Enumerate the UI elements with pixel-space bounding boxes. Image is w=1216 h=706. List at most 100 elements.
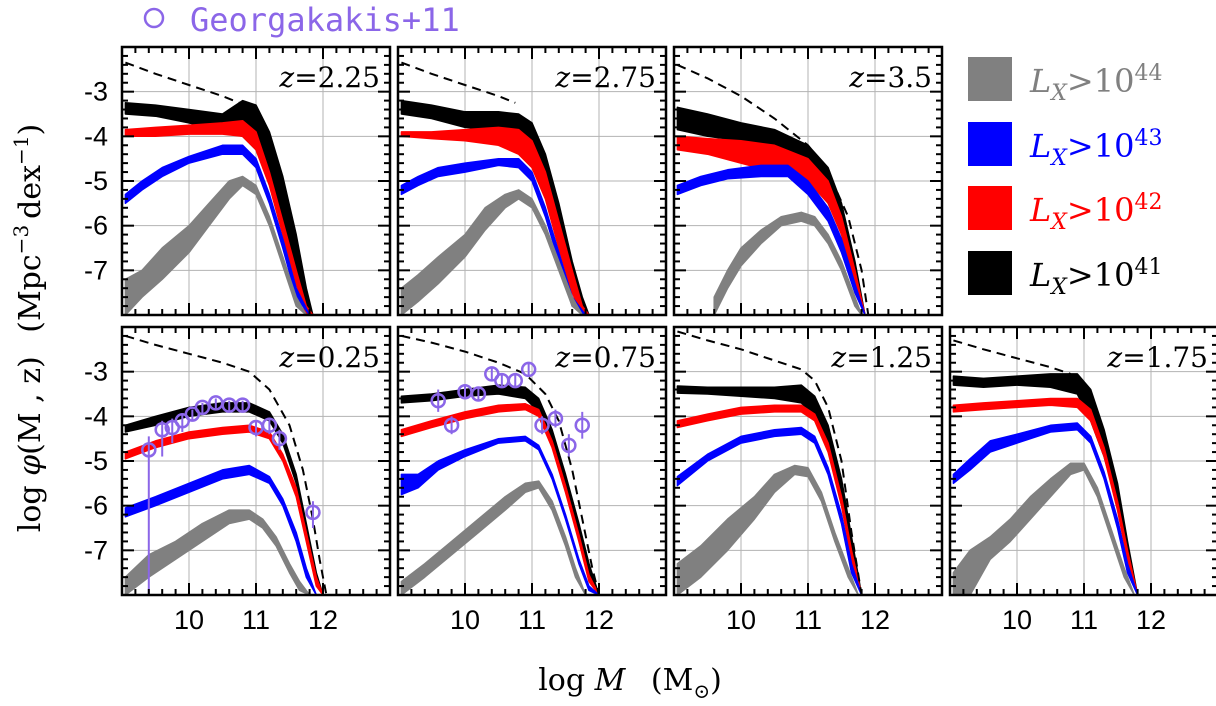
panel-redshift-label: z=2.25: [278, 61, 380, 94]
redshift-var: z: [278, 341, 294, 374]
panel-1.75: z=1.75 10 11 12: [948, 325, 1216, 635]
redshift-value: =1.75: [1122, 341, 1208, 374]
y-axis-title-exp1: −3: [9, 225, 33, 254]
x-tick-label: 12: [584, 605, 614, 635]
legend-rest: >10: [1067, 191, 1135, 229]
data-point: [271, 430, 288, 447]
legend-rest: >10: [1067, 256, 1135, 294]
panel-plot-area: [400, 334, 600, 595]
y-tick-label: -7: [84, 535, 108, 565]
dashed-reference-curve: [677, 330, 863, 595]
svg-text:LX>1043: LX>1043: [1029, 126, 1162, 171]
panel-1.25: z=1.25 10 11 12: [672, 325, 944, 635]
data-point: [261, 417, 278, 434]
panel-plot-area: [952, 339, 1139, 595]
panel-grid-lines: [950, 327, 1216, 595]
panel-plot-area: [676, 63, 870, 315]
redshift-var: z: [830, 341, 846, 374]
reference-text: Georgakakis+11: [190, 1, 460, 39]
band-red: [400, 403, 600, 595]
y-tick-label: -3: [84, 77, 108, 107]
panel-ticks: [674, 327, 942, 595]
redshift-var: z: [554, 341, 570, 374]
dashed-reference-curve: [125, 61, 240, 104]
data-point: [561, 437, 577, 454]
y-axis-title-phi: φ: [13, 455, 48, 476]
legend-sub: X: [1049, 146, 1068, 171]
legend-item-lx42: LX>1042: [968, 186, 1162, 235]
data-point: [430, 392, 446, 409]
band-gray: [713, 211, 863, 315]
legend-sub: X: [1049, 275, 1068, 300]
x-tick-label: 11: [794, 605, 822, 635]
legend-var: L: [1029, 127, 1051, 165]
x-axis-title-unit: (M: [651, 663, 693, 698]
reference-label: Georgakakis+11: [143, 1, 460, 39]
data-point: [520, 361, 537, 378]
panel-plot-area: [676, 330, 863, 595]
legend-var: L: [1029, 62, 1051, 100]
panel-plot-area: [400, 61, 590, 315]
data-point: [194, 399, 211, 416]
y-axis-title-close: ): [13, 124, 48, 136]
x-axis-title: log M (M⊙): [538, 663, 722, 703]
dashed-reference-curve: [401, 334, 600, 595]
panel-redshift-label: z=3.5: [848, 61, 932, 94]
y-tick-label: -4: [84, 121, 108, 151]
redshift-value: =3.5: [864, 61, 932, 94]
redshift-var: z: [1106, 341, 1122, 374]
data-point: [305, 504, 321, 521]
x-tick-label: 11: [1070, 605, 1098, 635]
georgakakis-points: [430, 361, 590, 457]
legend-swatch-blue: [968, 122, 1012, 166]
dashed-reference-curve: [676, 63, 870, 315]
band-blue: [124, 144, 311, 315]
band-gray: [400, 189, 584, 315]
x-axis-title-prefix: log: [538, 663, 585, 698]
svg-text:LX>1044: LX>1044: [1029, 61, 1162, 106]
y-axis-title-units: (Mpc: [13, 254, 48, 332]
panel-ticks: [398, 327, 666, 595]
legend-rest: >10: [1067, 62, 1135, 100]
band-gray: [952, 462, 1136, 595]
legend-var: L: [1029, 256, 1051, 294]
legend-sub: X: [1049, 81, 1068, 106]
legend-exp: 43: [1134, 126, 1162, 151]
x-tick-label: 10: [450, 605, 480, 635]
y-tick-label: -6: [84, 491, 108, 521]
y-axis-title: log φ(M , z) (Mpc−3 dex−1): [9, 124, 48, 533]
panel-grid-lines: [674, 327, 942, 595]
data-point: [234, 397, 251, 413]
x-axis-title-unit-close: ): [710, 663, 722, 698]
redshift-var: z: [554, 61, 570, 94]
y-axis-title-units2: dex: [13, 165, 48, 219]
data-point: [574, 417, 590, 434]
redshift-value: =0.75: [570, 341, 656, 374]
panel-redshift-label: z=0.25: [278, 341, 380, 374]
panel-ticks: [122, 47, 390, 315]
x-tick-label: 10: [174, 605, 204, 635]
dashed-reference-curve: [401, 61, 516, 104]
band-gray: [124, 509, 311, 595]
svg-text:LX>1041: LX>1041: [1029, 255, 1162, 300]
x-tick-label: 12: [860, 605, 890, 635]
y-tick-label: -7: [84, 255, 108, 285]
panel-2.75: z=2.75: [396, 45, 668, 317]
band-blue: [952, 422, 1139, 595]
data-point: [534, 417, 550, 434]
panel-0.75: z=0.75 10 11 12: [396, 325, 668, 635]
legend-exp: 44: [1134, 61, 1162, 86]
band-blue: [400, 435, 600, 595]
legend-sub: X: [1049, 210, 1068, 235]
band-red: [400, 126, 590, 315]
panel-redshift-label: z=1.25: [830, 341, 932, 374]
legend-rest: >10: [1067, 127, 1135, 165]
panel-ticks: [674, 47, 942, 315]
y-tick-label: -3: [84, 357, 108, 387]
redshift-value: =2.25: [294, 61, 380, 94]
panel-2.25: z=2.25 -3 -4 -5 -6 -7: [84, 45, 392, 317]
legend-var: L: [1029, 191, 1051, 229]
x-tick-label: 11: [242, 605, 270, 635]
band-blue: [676, 426, 863, 595]
x-tick-label: 10: [726, 605, 756, 635]
